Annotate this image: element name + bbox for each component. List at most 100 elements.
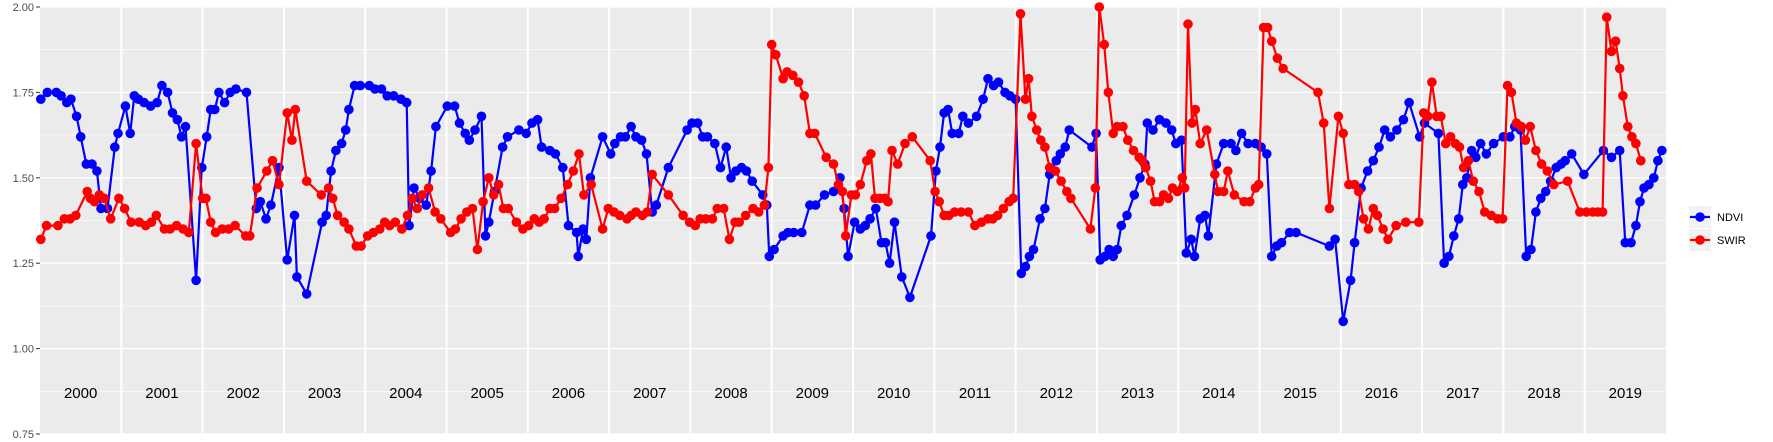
data-point-swir bbox=[1383, 234, 1393, 245]
data-point-swir bbox=[1278, 63, 1288, 74]
data-point-swir bbox=[892, 159, 903, 169]
data-point-ndvi bbox=[1200, 210, 1210, 221]
data-point-ndvi bbox=[404, 220, 414, 231]
data-point-swir bbox=[900, 138, 910, 149]
data-point-swir bbox=[402, 210, 413, 221]
data-point-ndvi bbox=[1035, 214, 1045, 224]
data-point-swir bbox=[934, 196, 944, 207]
data-point-ndvi bbox=[993, 77, 1004, 87]
legend-marker bbox=[1695, 212, 1705, 222]
data-point-ndvi bbox=[819, 190, 830, 200]
data-point-swir bbox=[734, 217, 744, 227]
data-point-ndvi bbox=[931, 166, 941, 176]
series-swir bbox=[36, 2, 1646, 255]
data-point-ndvi bbox=[426, 166, 436, 176]
data-point-swir bbox=[998, 203, 1009, 214]
data-point-ndvi bbox=[1362, 166, 1373, 176]
data-point-ndvi bbox=[401, 97, 412, 108]
data-point-ndvi bbox=[958, 111, 968, 122]
data-point-ndvi bbox=[1243, 138, 1253, 149]
data-point-swir bbox=[1008, 193, 1018, 204]
data-point-ndvi bbox=[321, 210, 332, 221]
data-point-swir bbox=[568, 166, 579, 176]
data-point-ndvi bbox=[769, 244, 779, 255]
data-point-ndvi bbox=[502, 132, 513, 142]
legend-label-ndvi: NDVI bbox=[1717, 212, 1743, 224]
data-point-ndvi bbox=[849, 217, 860, 227]
data-point-swir bbox=[1440, 138, 1451, 149]
data-point-ndvi bbox=[897, 272, 907, 282]
data-point-swir bbox=[850, 190, 861, 200]
data-point-swir bbox=[1610, 36, 1621, 46]
data-point-swir bbox=[99, 193, 109, 204]
data-point-swir bbox=[267, 155, 278, 166]
data-point-swir bbox=[1172, 186, 1183, 197]
data-point-swir bbox=[146, 217, 157, 227]
data-point-swir bbox=[245, 231, 255, 241]
series-layer bbox=[36, 2, 1667, 327]
legend-label-swir: SWIR bbox=[1717, 235, 1746, 247]
data-point-ndvi bbox=[828, 186, 839, 197]
data-point-ndvi bbox=[710, 138, 720, 149]
data-point-swir bbox=[126, 217, 136, 227]
data-point-swir bbox=[1023, 73, 1034, 84]
data-point-swir bbox=[1601, 12, 1612, 22]
data-point-ndvi bbox=[983, 73, 993, 84]
data-point-ndvi bbox=[266, 200, 276, 210]
data-point-swir bbox=[1031, 125, 1042, 135]
data-point-swir bbox=[252, 183, 262, 193]
data-point-swir bbox=[1085, 224, 1096, 234]
data-point-swir bbox=[105, 214, 116, 224]
data-point-swir bbox=[1103, 87, 1114, 98]
data-point-swir bbox=[1140, 162, 1151, 173]
year-label: 2007 bbox=[633, 385, 666, 402]
data-point-ndvi bbox=[388, 91, 399, 101]
data-point-ndvi bbox=[1338, 316, 1348, 327]
data-point-swir bbox=[1015, 9, 1026, 19]
data-point-swir bbox=[614, 210, 625, 221]
data-point-ndvi bbox=[1475, 138, 1486, 149]
data-point-ndvi bbox=[1064, 125, 1075, 135]
data-point-swir bbox=[1210, 169, 1220, 180]
data-point-swir bbox=[41, 220, 52, 231]
data-point-ndvi bbox=[1116, 220, 1127, 231]
data-point-swir bbox=[1094, 2, 1105, 12]
year-label: 2004 bbox=[389, 385, 422, 402]
data-point-ndvi bbox=[641, 149, 652, 159]
year-label: 2008 bbox=[714, 385, 747, 402]
data-point-swir bbox=[184, 227, 194, 238]
data-point-ndvi bbox=[1231, 145, 1241, 156]
data-point-ndvi bbox=[1614, 145, 1625, 156]
year-label: 2001 bbox=[145, 385, 178, 402]
data-point-swir bbox=[1531, 145, 1541, 156]
data-point-ndvi bbox=[214, 87, 224, 98]
data-point-ndvi bbox=[1330, 234, 1340, 245]
data-point-swir bbox=[701, 214, 711, 224]
data-point-swir bbox=[1179, 183, 1190, 193]
data-point-swir bbox=[1349, 179, 1360, 190]
data-point-swir bbox=[1391, 220, 1401, 231]
data-point-ndvi bbox=[514, 125, 524, 135]
data-point-swir bbox=[1223, 166, 1233, 176]
legend-item-swir: SWIR bbox=[1689, 229, 1746, 251]
data-point-ndvi bbox=[470, 125, 480, 135]
legend-item-ndvi: NDVI bbox=[1689, 206, 1743, 228]
data-point-ndvi bbox=[1324, 241, 1335, 251]
data-point-ndvi bbox=[963, 118, 974, 128]
data-point-swir bbox=[375, 224, 385, 234]
data-point-swir bbox=[663, 190, 674, 200]
data-point-swir bbox=[866, 149, 876, 159]
data-point-ndvi bbox=[1644, 179, 1654, 190]
data-point-swir bbox=[1606, 46, 1617, 57]
data-point-swir bbox=[1066, 193, 1076, 204]
data-point-swir bbox=[562, 179, 573, 190]
data-point-ndvi bbox=[71, 111, 82, 122]
year-label: 2012 bbox=[1040, 385, 1073, 402]
data-point-swir bbox=[1128, 145, 1139, 156]
data-point-ndvi bbox=[176, 132, 187, 142]
data-point-ndvi bbox=[521, 128, 531, 139]
data-point-swir bbox=[1614, 63, 1625, 74]
data-point-swir bbox=[423, 183, 434, 193]
data-point-ndvi bbox=[1566, 149, 1577, 159]
data-point-ndvi bbox=[1626, 237, 1636, 248]
